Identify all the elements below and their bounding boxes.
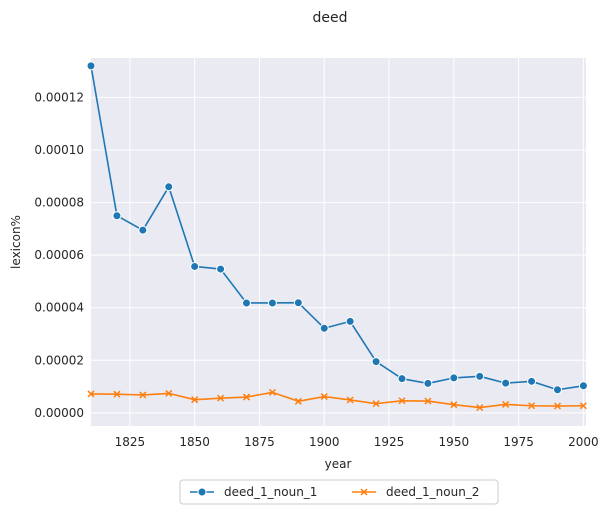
x-marker-stroke [165, 389, 173, 397]
data-point [501, 378, 511, 388]
x-marker-stroke [139, 391, 147, 399]
x-marker-stroke [502, 400, 510, 408]
x-marker-stroke [320, 393, 328, 401]
data-point [371, 357, 381, 367]
data-point [476, 404, 484, 412]
legend-box [179, 479, 499, 505]
x-marker-stroke [346, 396, 354, 404]
legend-item: deed_1_noun_1 [190, 485, 317, 499]
series-layer [86, 61, 588, 412]
y-tick-label: 0.00000 [34, 406, 84, 420]
x-marker-stroke [424, 397, 432, 405]
data-point [319, 323, 329, 333]
data-point [578, 381, 588, 391]
y-tick-label: 0.00008 [34, 196, 84, 210]
legend-label: deed_1_noun_1 [224, 485, 317, 499]
x-marker-stroke [528, 402, 536, 410]
data-point [217, 394, 225, 402]
data-point [242, 393, 251, 401]
x-axis-label: year [325, 457, 352, 471]
data-point [424, 397, 432, 405]
data-point [397, 374, 407, 384]
x-tick-label: 1975 [503, 435, 534, 449]
data-point [293, 298, 303, 308]
legend: deed_1_noun_1 deed_1_noun_2 [179, 479, 499, 505]
data-point [267, 298, 277, 308]
y-tick-label: 0.00012 [34, 90, 84, 104]
x-marker-stroke [579, 402, 587, 410]
data-point [165, 389, 173, 397]
data-point [139, 391, 147, 399]
data-point [502, 400, 510, 408]
data-point [86, 61, 96, 71]
data-point [113, 390, 121, 398]
legend-marker [197, 487, 207, 497]
plot-background [91, 58, 586, 426]
x-marker-stroke [242, 393, 251, 401]
data-point [450, 401, 458, 409]
y-tick-label: 0.00006 [34, 248, 84, 262]
x-marker-stroke [294, 397, 302, 405]
x-tick-label: 1850 [179, 435, 210, 449]
x-tick-label: 1875 [244, 435, 275, 449]
data-point [553, 402, 562, 410]
y-axis-ticks: 0.00000 0.00002 0.00004 0.00006 0.00008 0.000… [34, 90, 84, 419]
x-marker-stroke [217, 394, 225, 402]
y-tick-label: 0.00002 [34, 353, 84, 367]
data-point [320, 393, 328, 401]
x-marker-stroke [87, 390, 95, 398]
data-point [191, 396, 199, 404]
data-point [579, 402, 587, 410]
data-point [138, 225, 148, 235]
series-deed_1_noun_2 [87, 388, 587, 412]
x-marker-stroke [450, 401, 458, 409]
x-marker-stroke [268, 388, 276, 396]
x-tick-label: 1825 [115, 435, 146, 449]
x-marker-stroke [398, 397, 406, 405]
data-point [268, 388, 276, 396]
data-point [527, 376, 537, 386]
x-marker-stroke [553, 402, 562, 410]
data-point [294, 397, 302, 405]
y-tick-label: 0.00010 [34, 143, 84, 157]
x-tick-label: 1925 [374, 435, 405, 449]
x-tick-label: 1950 [439, 435, 470, 449]
grid-lines [91, 58, 586, 426]
x-tick-label: 2000 [568, 435, 599, 449]
y-axis-label: lexicon% [9, 215, 23, 269]
data-point [398, 397, 406, 405]
data-point [112, 211, 122, 221]
data-point [164, 182, 174, 192]
legend-label: deed_1_noun_2 [386, 485, 479, 499]
data-point [423, 378, 433, 388]
series-deed_1_noun_1 [86, 61, 588, 395]
data-point [449, 373, 459, 383]
legend-marker [360, 488, 368, 496]
y-tick-label: 0.00004 [34, 301, 84, 315]
x-marker-stroke [191, 396, 199, 404]
x-axis-ticks: 1825 1850 1875 1900 1925 1950 1975 2000 [115, 435, 599, 449]
data-point [552, 385, 562, 395]
x-tick-label: 1900 [309, 435, 340, 449]
series-line [90, 391, 584, 409]
data-point [345, 316, 355, 326]
data-point [372, 400, 380, 408]
data-point [241, 298, 251, 308]
data-point [216, 264, 226, 274]
x-marker-stroke [476, 404, 484, 412]
data-point [190, 261, 200, 271]
data-point [346, 396, 354, 404]
chart-title: deed [313, 10, 348, 26]
data-point [528, 402, 536, 410]
x-marker-stroke [360, 488, 368, 496]
x-marker-stroke [372, 400, 380, 408]
x-marker-stroke [113, 390, 121, 398]
data-point [87, 390, 95, 398]
data-point [475, 371, 485, 381]
legend-item: deed_1_noun_2 [352, 485, 479, 499]
